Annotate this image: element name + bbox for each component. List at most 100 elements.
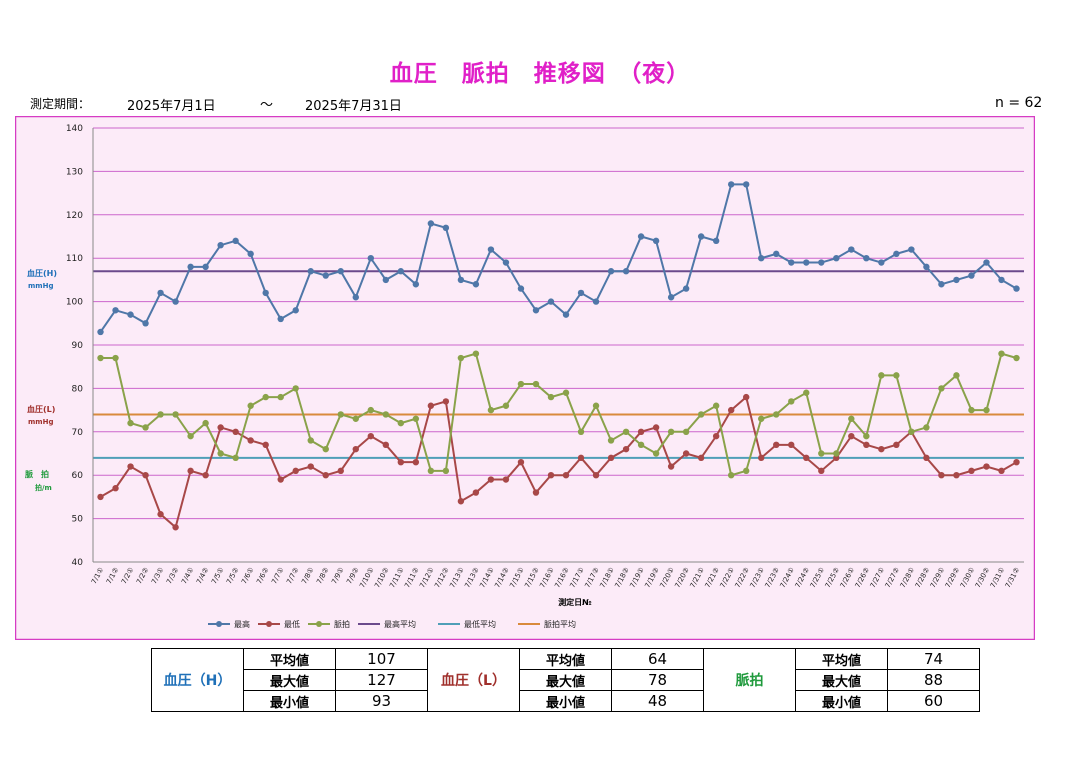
data-point <box>307 463 314 470</box>
data-point <box>788 441 795 449</box>
data-point <box>232 454 239 462</box>
data-point <box>532 307 540 314</box>
data-point <box>157 411 164 418</box>
data-point <box>502 476 510 483</box>
stats-value-low-avg: 64 <box>611 648 704 670</box>
data-point <box>727 181 735 188</box>
data-point <box>157 289 164 297</box>
data-point <box>577 454 585 462</box>
data-point <box>97 328 104 336</box>
data-point <box>743 467 750 475</box>
data-point <box>878 259 885 266</box>
data-point <box>923 263 930 271</box>
y-tick-label: 60 <box>72 471 84 481</box>
data-point <box>848 246 855 253</box>
data-point <box>682 285 690 292</box>
data-point <box>667 294 675 301</box>
data-point <box>562 472 570 479</box>
data-point <box>667 428 675 435</box>
data-point <box>142 320 149 327</box>
data-point <box>848 415 855 422</box>
data-point <box>758 415 765 422</box>
data-point <box>337 467 344 475</box>
data-point <box>187 432 194 440</box>
data-point <box>187 467 194 475</box>
data-point <box>773 411 780 418</box>
data-point <box>457 354 465 362</box>
data-point <box>277 315 284 323</box>
stats-value-pulse-min: 60 <box>887 690 980 712</box>
data-point <box>247 437 254 444</box>
data-point <box>367 406 374 414</box>
data-point <box>187 263 194 271</box>
data-point <box>142 472 149 479</box>
data-point <box>773 250 780 258</box>
data-point <box>502 259 510 266</box>
data-point <box>712 432 720 440</box>
data-point <box>607 454 615 462</box>
data-point <box>352 445 359 453</box>
data-point <box>848 432 855 440</box>
stats-label-avg: 平均値 <box>795 648 888 670</box>
data-point <box>592 472 600 479</box>
data-point <box>397 268 405 275</box>
data-point <box>247 402 254 409</box>
data-point <box>758 255 765 262</box>
data-point <box>367 432 374 440</box>
data-point <box>307 437 314 444</box>
data-point <box>532 489 540 496</box>
data-point <box>592 298 600 305</box>
data-point <box>743 181 750 188</box>
y-label-high-line2: mmHg <box>28 282 53 290</box>
data-point <box>202 472 209 479</box>
data-point <box>893 441 900 449</box>
data-point <box>773 441 780 449</box>
data-point <box>487 246 495 253</box>
legend-label: 脈拍平均 <box>544 619 576 629</box>
data-point <box>127 463 134 470</box>
y-tick-label: 130 <box>66 167 83 177</box>
data-point <box>863 441 870 449</box>
data-point <box>172 524 179 531</box>
data-point <box>622 428 630 435</box>
data-point <box>547 472 555 479</box>
data-point <box>202 419 209 427</box>
data-point <box>968 272 975 279</box>
data-point <box>788 259 795 266</box>
data-point <box>652 424 660 431</box>
stats-value-high-avg: 107 <box>335 648 428 670</box>
x-axis-title: 測定日№ <box>558 597 592 607</box>
data-point <box>472 489 480 496</box>
data-point <box>412 281 420 288</box>
y-tick-label: 110 <box>66 254 83 264</box>
data-point <box>352 415 359 422</box>
y-label-pulse-line1: 脈 拍 <box>25 469 49 479</box>
data-point <box>983 259 990 266</box>
data-point <box>547 393 555 401</box>
period-end-date: 2025年7月31日 <box>305 99 402 114</box>
y-tick-label: 100 <box>66 298 83 308</box>
data-point <box>863 255 870 262</box>
data-point <box>953 472 960 479</box>
y-label-low-line2: mmHg <box>28 418 53 426</box>
data-point <box>712 402 720 409</box>
data-point <box>322 472 329 479</box>
period-label: 測定期間： <box>30 97 91 111</box>
data-point <box>232 428 239 435</box>
data-point <box>908 428 915 435</box>
stats-label-min: 最小値 <box>243 690 336 712</box>
stats-label-max: 最大値 <box>243 669 336 691</box>
y-tick-label: 50 <box>72 515 84 525</box>
y-tick-label: 40 <box>72 558 84 568</box>
data-point <box>577 289 585 297</box>
data-point <box>487 476 495 483</box>
legend-marker <box>266 621 272 627</box>
data-point <box>292 385 299 392</box>
data-point <box>983 406 990 414</box>
data-point <box>202 263 209 271</box>
data-point <box>337 268 344 275</box>
data-point <box>307 268 314 275</box>
data-point <box>217 424 224 431</box>
data-point <box>397 419 405 427</box>
data-point <box>697 411 705 418</box>
